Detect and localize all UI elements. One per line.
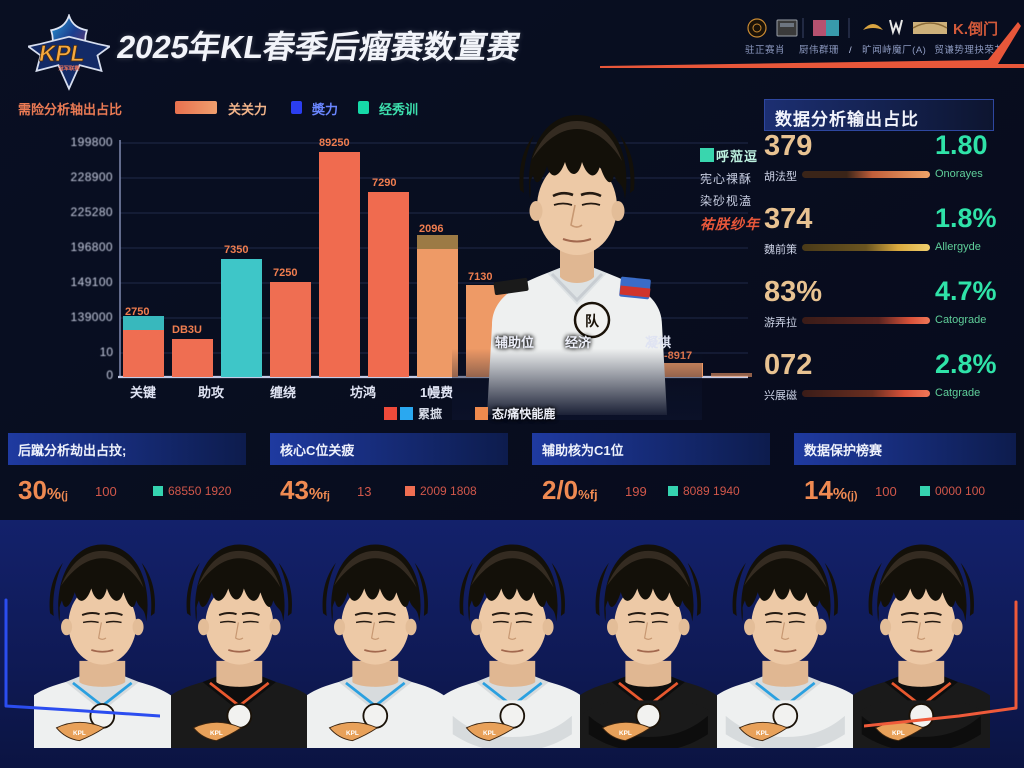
svg-text:KPL: KPL [892, 730, 905, 737]
svg-text:冠军联赛: 冠军联赛 [58, 64, 80, 72]
svg-text:KPL: KPL [210, 730, 223, 737]
svg-text:KPL: KPL [37, 40, 87, 66]
svg-text:KPL: KPL [483, 730, 496, 737]
svg-text:KPL: KPL [73, 730, 86, 737]
svg-text:KPL: KPL [619, 730, 632, 737]
svg-text:KPL: KPL [346, 730, 359, 737]
svg-text:KPL: KPL [756, 730, 769, 737]
